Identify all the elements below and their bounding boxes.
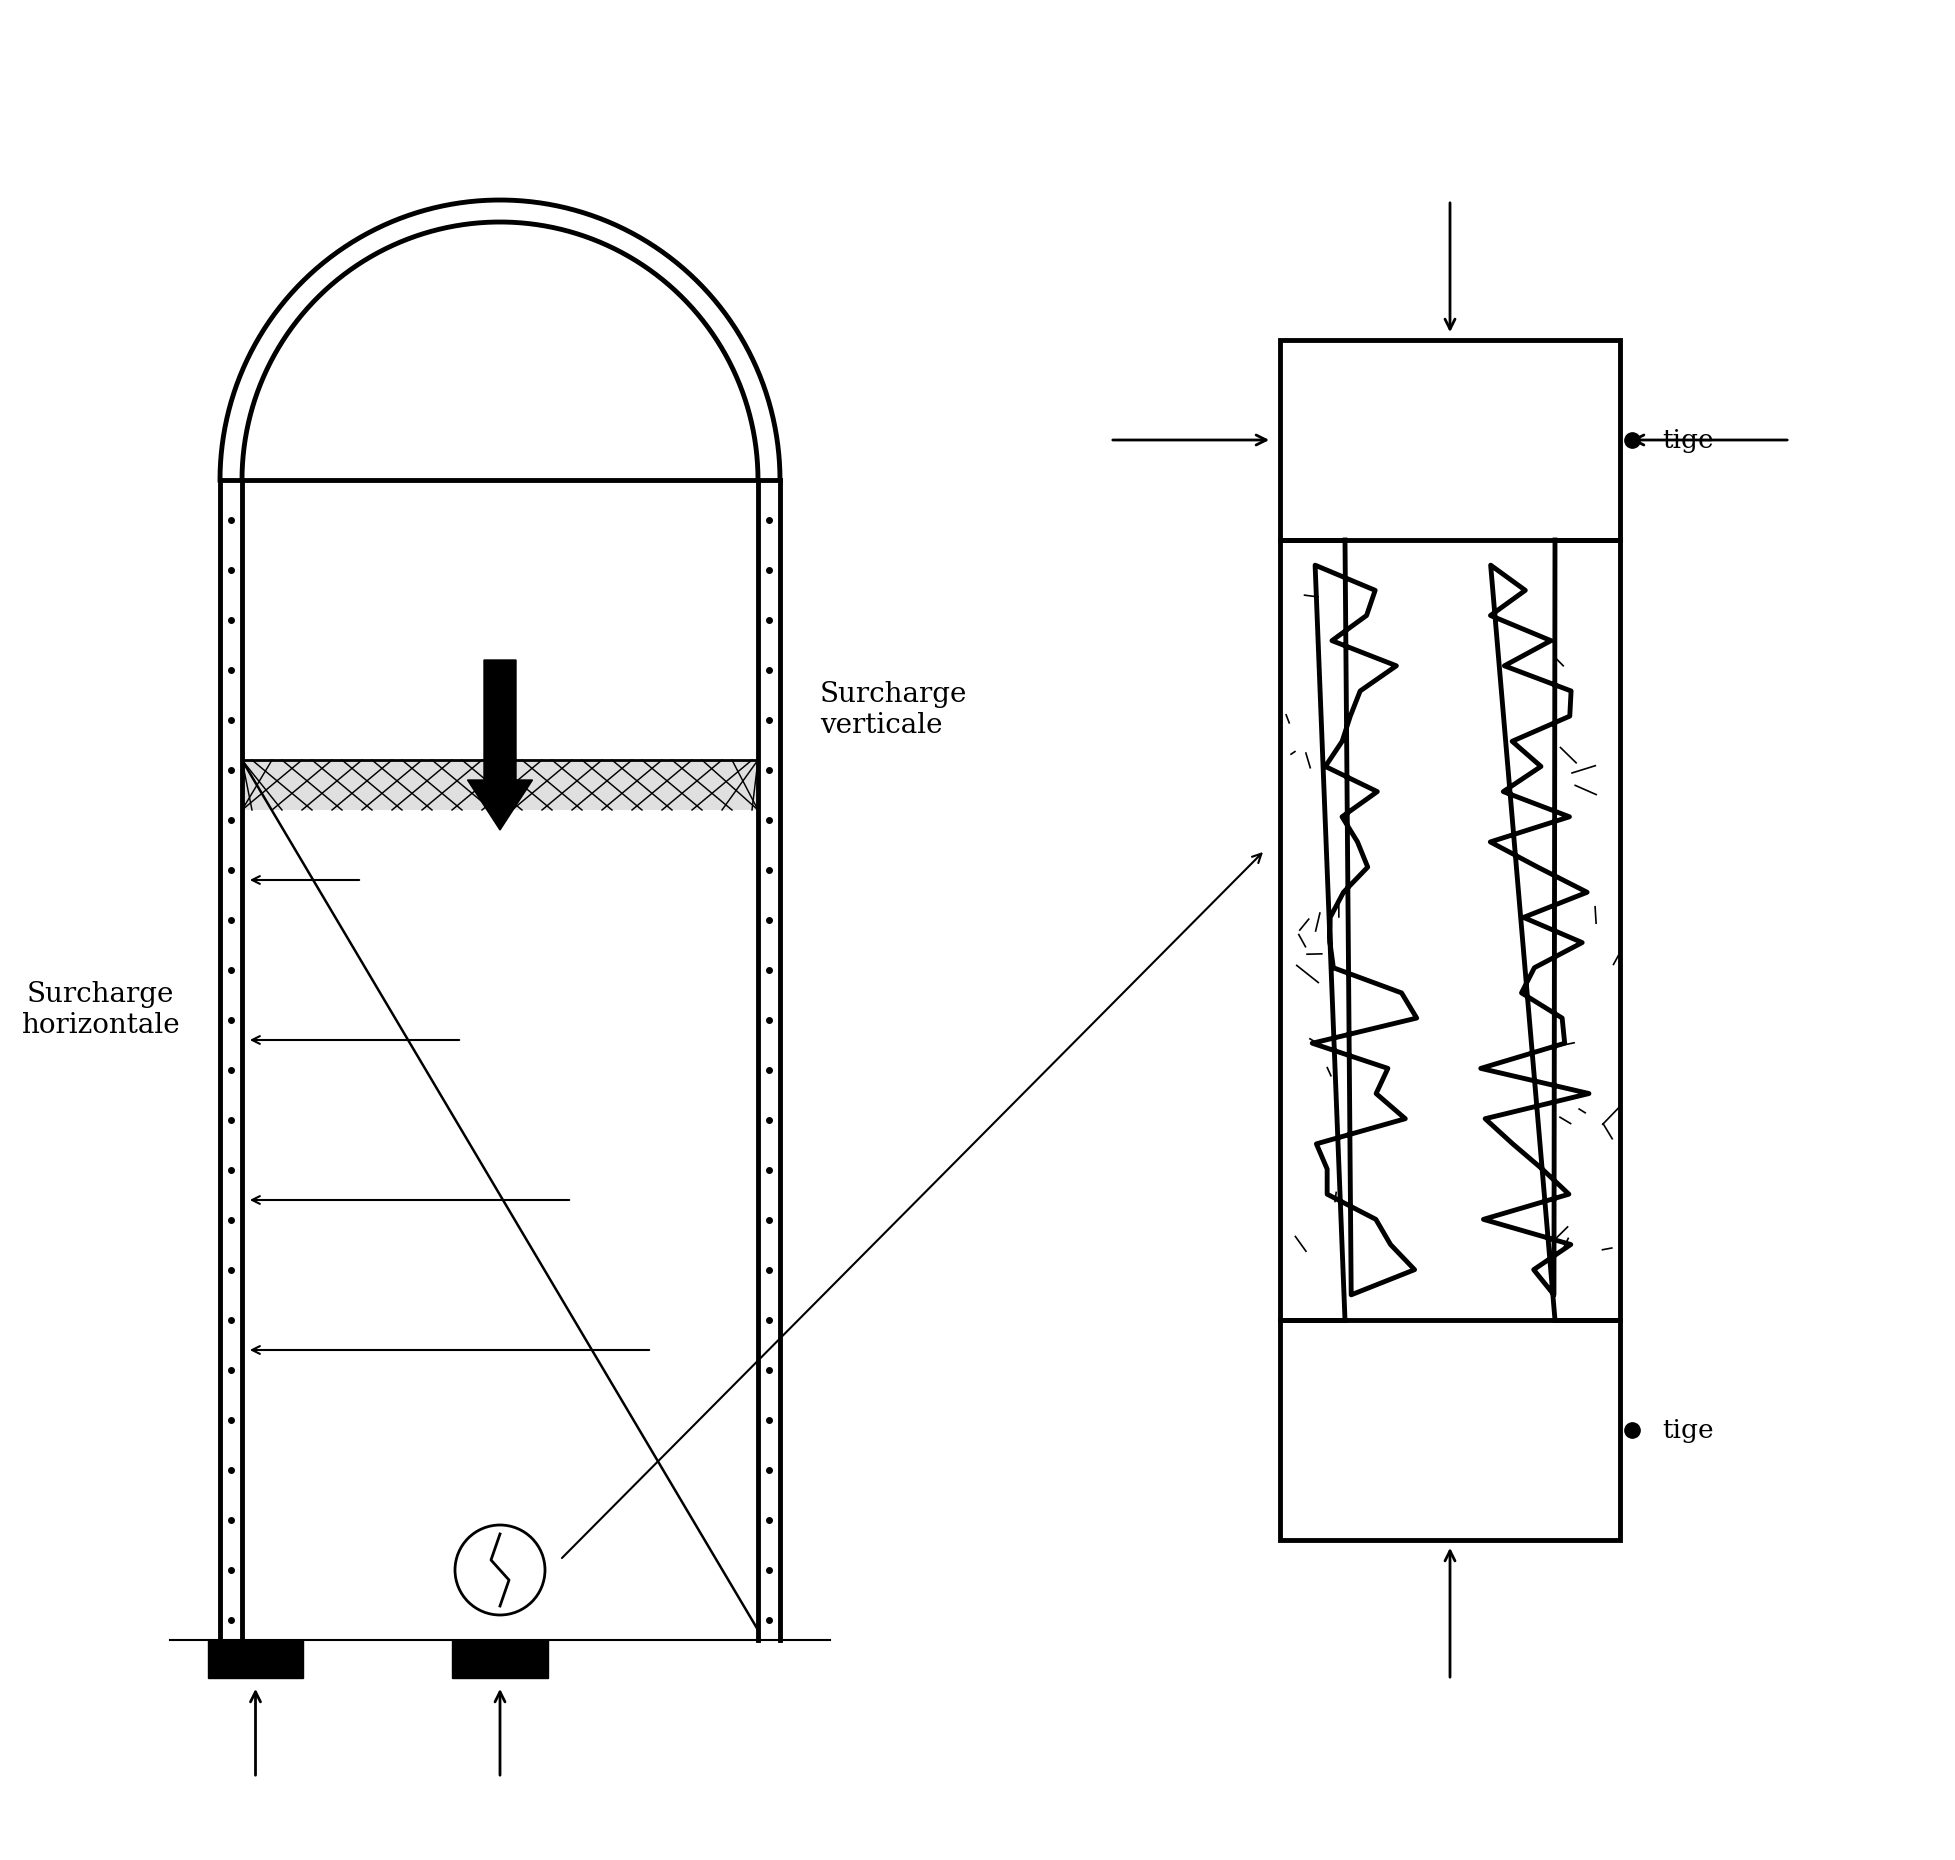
Bar (452, 1641, 547, 1678)
Bar (1279, 1321, 1619, 1540)
Bar (1279, 340, 1619, 539)
Text: Surcharge
horizontale: Surcharge horizontale (22, 980, 180, 1040)
Bar (207, 1641, 303, 1678)
FancyBboxPatch shape (242, 761, 759, 809)
Text: tige: tige (1662, 1417, 1713, 1443)
Polygon shape (1480, 539, 1619, 1321)
Text: tige: tige (1662, 428, 1713, 452)
Text: Surcharge
verticale: Surcharge verticale (819, 681, 968, 738)
FancyArrow shape (467, 660, 532, 830)
Polygon shape (1279, 539, 1415, 1321)
